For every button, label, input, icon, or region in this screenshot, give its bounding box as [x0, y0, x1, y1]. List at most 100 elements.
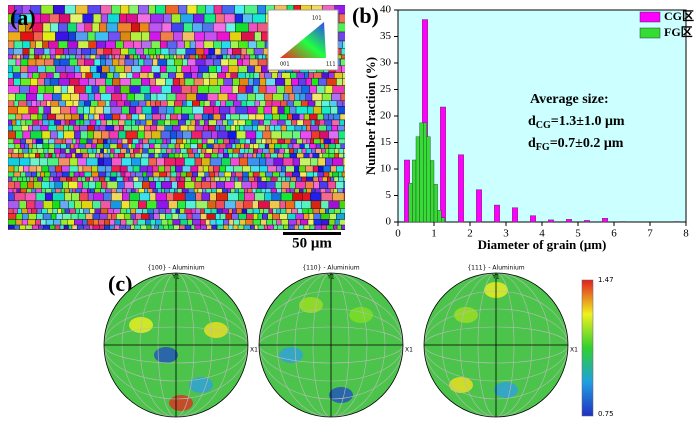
grain: [152, 165, 159, 173]
grain: [20, 188, 27, 194]
legend-swatch: [639, 27, 661, 39]
grain: [243, 224, 251, 230]
grain: [320, 188, 326, 194]
grain: [77, 165, 84, 173]
grain: [203, 78, 210, 86]
grain: [176, 65, 182, 73]
grain: [195, 192, 203, 202]
grain: [23, 54, 30, 60]
grain: [201, 192, 211, 202]
grain: [170, 165, 176, 173]
grain: [228, 58, 238, 66]
grain: [182, 58, 188, 66]
grain: [85, 85, 93, 94]
grain: [330, 138, 335, 145]
grain: [153, 176, 160, 182]
grain: [187, 58, 197, 66]
grain: [208, 171, 215, 178]
grain: [14, 229, 20, 230]
grain: [75, 54, 82, 60]
grain: [221, 65, 229, 73]
grain: [122, 176, 129, 182]
grain: [149, 192, 157, 202]
bar: [548, 219, 554, 223]
grain: [124, 119, 132, 126]
grain: [257, 224, 265, 230]
grain: [303, 152, 310, 159]
grain: [277, 72, 282, 79]
grain: [148, 22, 163, 33]
grain: [244, 138, 251, 145]
grain: [281, 188, 287, 194]
grain: [58, 78, 70, 86]
grain: [203, 106, 214, 115]
grain: [234, 5, 245, 15]
grain: [130, 31, 142, 42]
grain: [148, 5, 156, 15]
grain: [137, 130, 145, 140]
grain: [48, 176, 54, 182]
grain: [312, 152, 320, 159]
grain: [186, 5, 198, 15]
grain: [180, 125, 189, 132]
grain: [69, 171, 75, 178]
grain: [219, 125, 226, 132]
grain: [298, 224, 305, 230]
grain: [333, 176, 339, 182]
grain: [159, 213, 166, 220]
grain: [303, 119, 312, 126]
grain: [43, 106, 52, 115]
grain: [79, 113, 84, 121]
grain: [185, 93, 197, 101]
grain: [89, 106, 96, 115]
grain: [190, 165, 199, 173]
grain: [234, 54, 241, 60]
grain: [205, 176, 212, 182]
grain: [318, 78, 328, 86]
grain: [260, 219, 267, 226]
grain: [114, 54, 120, 60]
grain: [12, 188, 17, 194]
grain: [100, 208, 109, 214]
grain: [23, 165, 30, 173]
grain: [196, 229, 204, 230]
grain: [13, 138, 21, 145]
grain: [151, 106, 159, 115]
grain: [180, 171, 187, 178]
grain: [44, 58, 55, 66]
grain: [42, 119, 50, 126]
grain: [55, 152, 60, 159]
ipf-triangle: [280, 22, 326, 58]
grain: [160, 130, 171, 140]
grain: [83, 119, 91, 126]
grain: [8, 48, 14, 56]
y-tick-label: 25: [380, 83, 392, 95]
grain: [213, 58, 222, 66]
grain: [20, 78, 31, 86]
grain: [119, 165, 128, 173]
grain: [253, 72, 260, 79]
grain: [217, 130, 229, 140]
grain: [270, 119, 278, 126]
legend-label: CG区: [664, 9, 694, 23]
grain: [56, 125, 64, 132]
grain: [321, 148, 326, 154]
grain: [330, 165, 337, 173]
grain: [42, 200, 53, 209]
grain: [81, 188, 88, 194]
grain: [44, 85, 55, 94]
grain: [328, 219, 336, 226]
grain: [69, 58, 78, 66]
grain: [234, 13, 243, 24]
grain: [109, 176, 117, 182]
grain: [280, 143, 289, 149]
grain: [129, 54, 134, 60]
grain: [194, 157, 202, 167]
grain: [313, 219, 322, 226]
grain: [87, 31, 96, 42]
grain: [321, 100, 330, 107]
grain: [53, 176, 61, 182]
grain: [73, 229, 80, 230]
grain: [335, 181, 345, 189]
grain: [247, 93, 256, 101]
